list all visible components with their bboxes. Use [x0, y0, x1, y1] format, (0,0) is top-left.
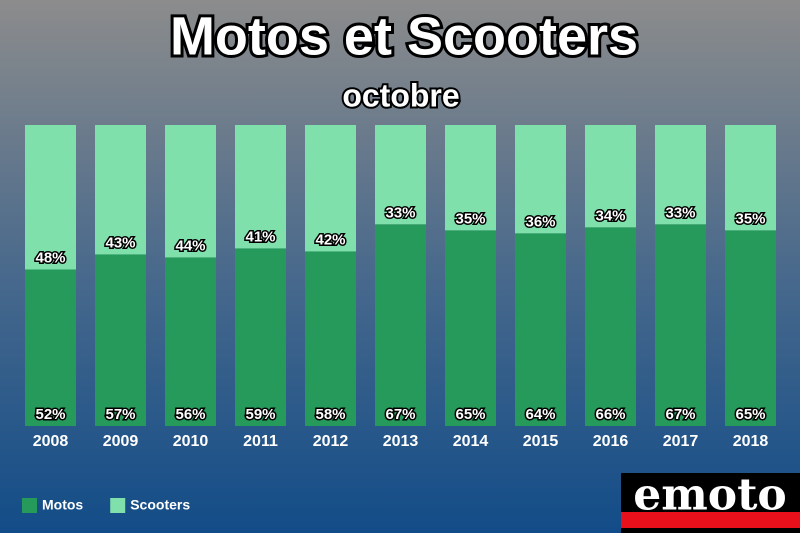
- x-tick-label: 2017: [663, 433, 699, 450]
- bar-segment: [585, 227, 636, 426]
- bar-segment: [235, 248, 286, 426]
- bar-segment: [95, 125, 146, 255]
- logo-text: emoto: [633, 470, 787, 521]
- value-label: 43%: [105, 234, 135, 251]
- bar-segment: [95, 254, 146, 426]
- bar-segment: [25, 269, 76, 426]
- legend-swatch: [22, 498, 37, 513]
- x-tick-label: 2014: [453, 433, 489, 450]
- bar-segment: [585, 125, 636, 228]
- bar-segment: [305, 125, 356, 252]
- value-label: 48%: [35, 249, 65, 266]
- x-tick-label: 2009: [103, 433, 139, 450]
- x-tick-label: 2008: [33, 433, 69, 450]
- value-label: 33%: [665, 204, 695, 221]
- value-label: 42%: [315, 231, 345, 248]
- bar-segment: [725, 230, 776, 426]
- bar-segment: [305, 251, 356, 426]
- value-label: 65%: [455, 406, 485, 423]
- value-label: 34%: [595, 207, 625, 224]
- value-label: 64%: [525, 406, 555, 423]
- x-tick-label: 2010: [173, 433, 209, 450]
- x-tick-label: 2016: [593, 433, 629, 450]
- value-label: 67%: [385, 406, 415, 423]
- x-tick-label: 2015: [523, 433, 559, 450]
- bar-segment: [235, 125, 286, 249]
- bar-segment: [25, 125, 76, 270]
- value-label: 35%: [455, 210, 485, 227]
- x-tick-label: 2012: [313, 433, 349, 450]
- chart-title: Motos et Scooters: [170, 6, 638, 66]
- value-label: 65%: [735, 406, 765, 423]
- chart-subtitle: octobre: [342, 77, 459, 113]
- bar-segment: [375, 125, 426, 225]
- value-label: 67%: [665, 406, 695, 423]
- bar-segment: [445, 125, 496, 231]
- x-tick-label: 2013: [383, 433, 419, 450]
- value-label: 66%: [595, 406, 625, 423]
- bar-segment: [375, 224, 426, 426]
- value-label: 59%: [245, 406, 275, 423]
- bar-segment: [515, 233, 566, 426]
- bar-segment: [655, 224, 706, 426]
- legend-label: Scooters: [130, 497, 190, 513]
- value-label: 57%: [105, 406, 135, 423]
- value-label: 35%: [735, 210, 765, 227]
- bar-segment: [725, 125, 776, 231]
- value-label: 41%: [245, 228, 275, 245]
- bar-segment: [165, 257, 216, 426]
- bar-segment: [655, 125, 706, 225]
- logo-stripe: [621, 512, 800, 528]
- legend-swatch: [110, 498, 126, 513]
- bar-segment: [165, 125, 216, 258]
- value-label: 56%: [175, 406, 205, 423]
- value-label: 33%: [385, 204, 415, 221]
- bar-segment: [515, 125, 566, 234]
- x-tick-label: 2011: [243, 433, 278, 450]
- legend-label: Motos: [42, 497, 83, 513]
- value-label: 36%: [525, 213, 555, 230]
- value-label: 52%: [35, 406, 65, 423]
- value-label: 58%: [315, 406, 345, 423]
- bar-segment: [445, 230, 496, 426]
- x-tick-label: 2018: [733, 433, 769, 450]
- logo: emoto: [621, 468, 800, 533]
- value-label: 44%: [175, 237, 205, 254]
